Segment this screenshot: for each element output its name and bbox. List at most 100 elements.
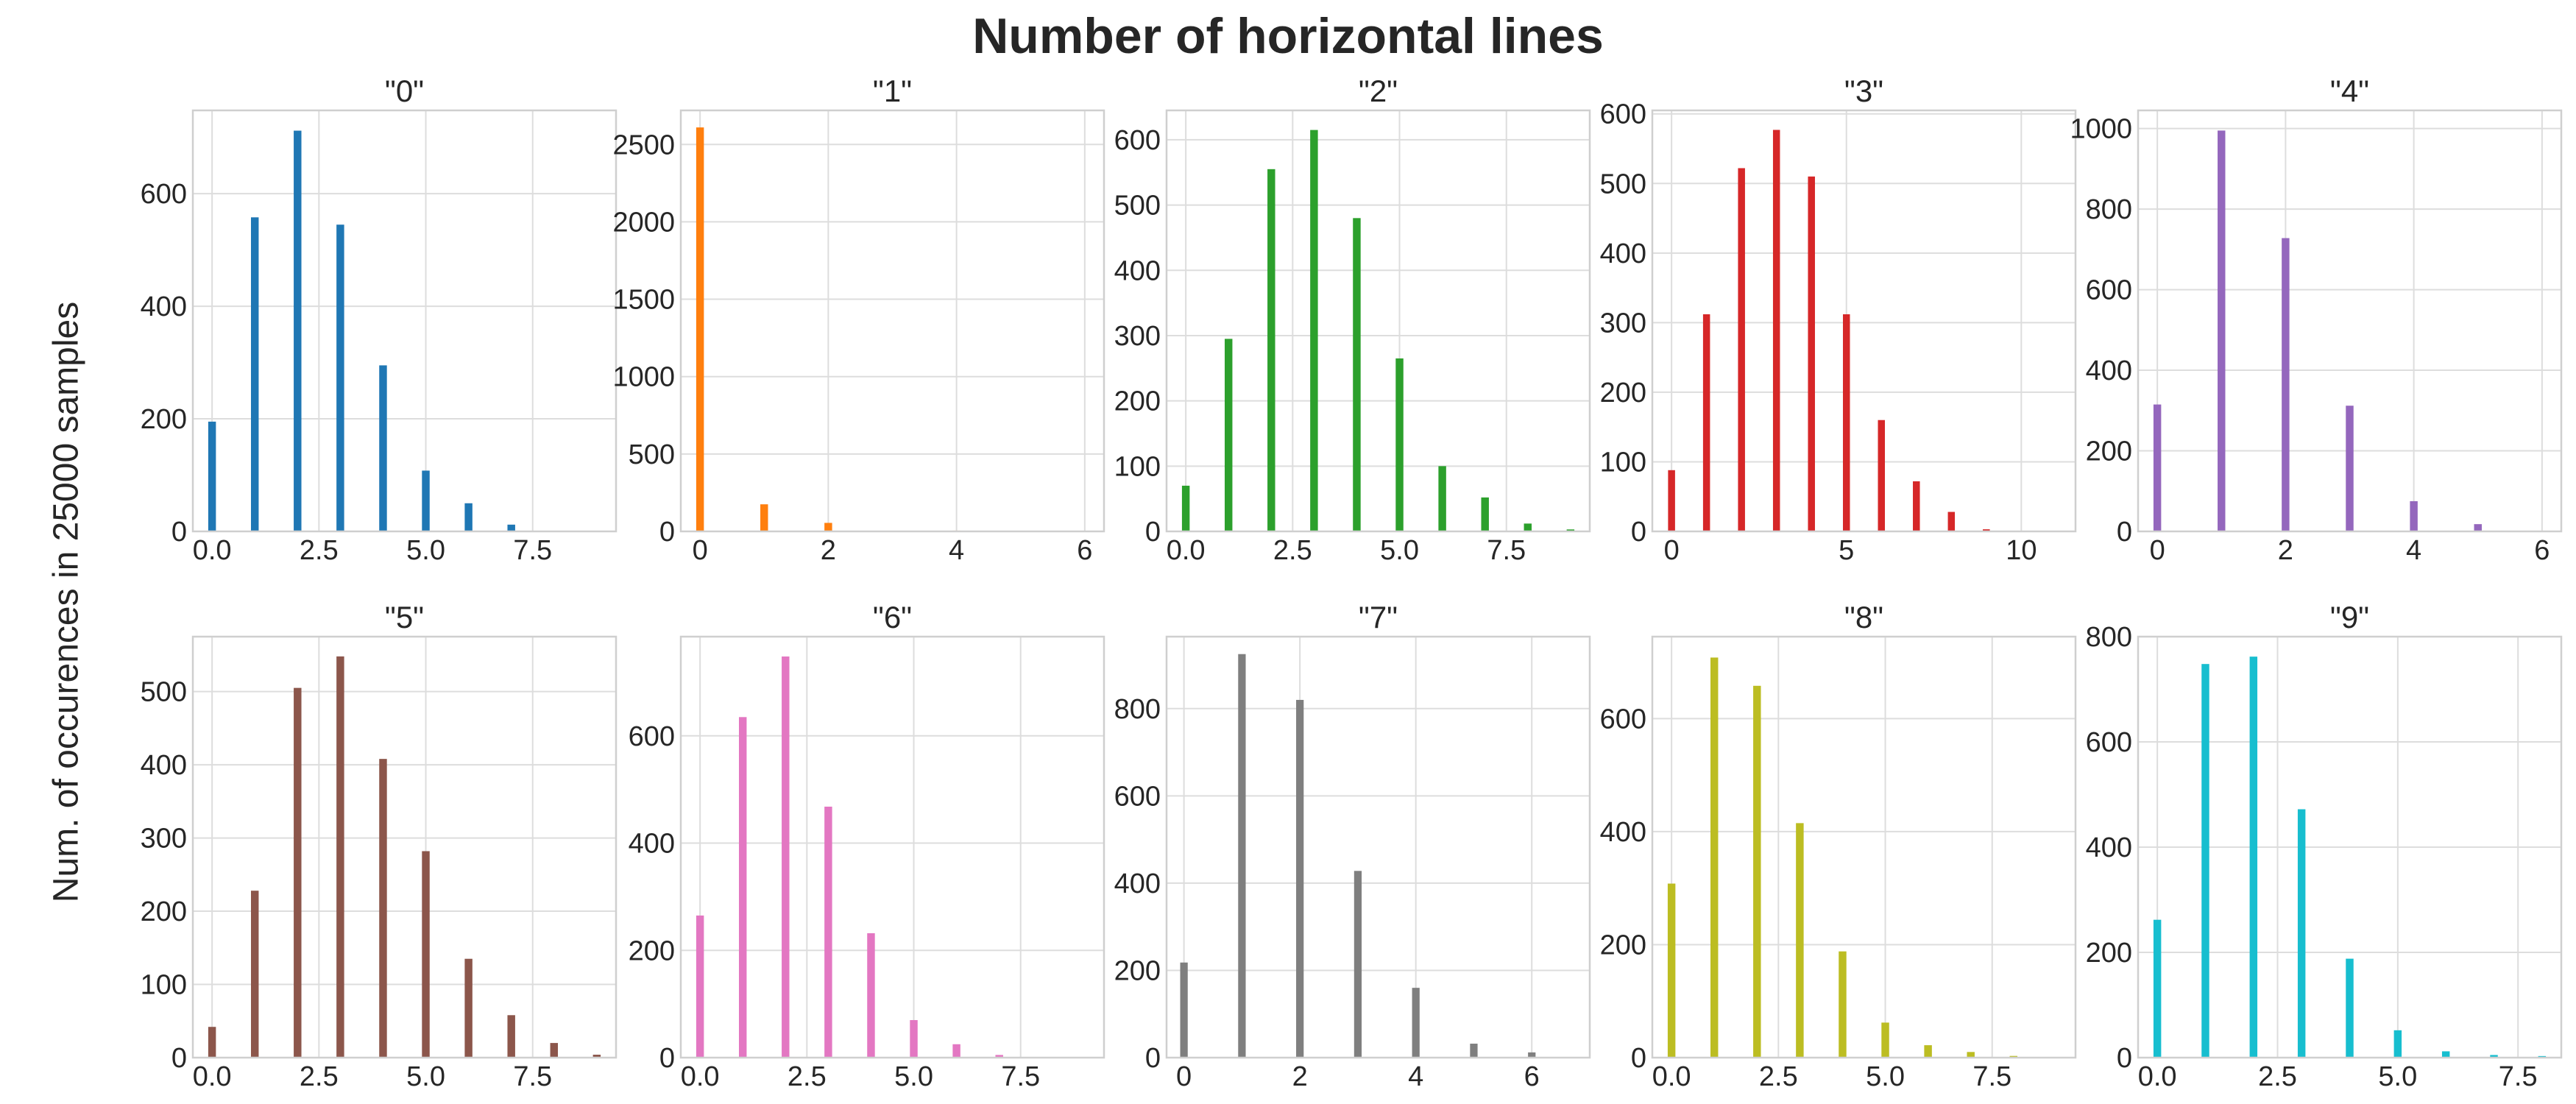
subplot-title: "6"	[873, 600, 912, 634]
subplot-digit-0: "0" 0 200 400 600 0.0 2.5 5.0 7.5	[141, 74, 618, 566]
bar	[910, 1019, 918, 1058]
bar	[952, 1044, 960, 1058]
bar	[1528, 1052, 1536, 1058]
x-tick-label: 0.0	[193, 535, 232, 566]
bar	[2490, 1055, 2498, 1058]
y-tick-label: 200	[2086, 938, 2132, 969]
subplot-title: "3"	[1844, 74, 1883, 108]
subplot-title: "1"	[873, 74, 912, 108]
y-tick-label: 600	[1600, 704, 1646, 735]
y-tick-label: 100	[1114, 451, 1161, 482]
y-tick-label: 1000	[2070, 114, 2132, 145]
bar	[1238, 654, 1246, 1058]
y-tick-label: 600	[2086, 727, 2132, 758]
y-tick-label: 2000	[612, 207, 675, 238]
bar	[2153, 919, 2162, 1058]
y-tick-label: 600	[1114, 781, 1161, 812]
x-tick-label: 0	[1176, 1061, 1192, 1092]
x-tick-label: 5.0	[1380, 535, 1419, 566]
y-tick-label: 600	[1600, 99, 1646, 130]
bar	[1267, 169, 1275, 531]
bar	[550, 1043, 559, 1058]
x-tick-label: 4	[1408, 1061, 1423, 1092]
x-tick-label: 0	[2150, 535, 2165, 566]
y-tick-label: 200	[1600, 930, 1646, 960]
bar	[1913, 481, 1920, 531]
subplot-digit-5: "5" 0 100 200 300 400 500 0.0 2.5 5.0 7.5	[141, 600, 618, 1092]
bar	[1983, 529, 1990, 531]
y-tick-label: 300	[1114, 321, 1161, 352]
x-tick-label: 2.5	[1273, 535, 1312, 566]
bar	[208, 421, 216, 531]
bar	[1702, 314, 1710, 531]
bar	[379, 759, 387, 1058]
bar	[1842, 314, 1850, 531]
bar	[2201, 664, 2209, 1058]
bar	[1438, 466, 1446, 531]
subplot-title: "9"	[2330, 600, 2369, 634]
y-tick-label: 800	[2086, 622, 2132, 653]
x-tick-label: 5	[1839, 535, 1854, 566]
x-tick-label: 7.5	[513, 535, 552, 566]
x-tick-label: 0	[693, 535, 708, 566]
y-tick-label: 300	[1600, 308, 1646, 339]
x-tick-label: 2.5	[300, 1061, 339, 1092]
y-tick-label: 400	[2086, 832, 2132, 863]
bar	[2474, 524, 2482, 531]
bar	[782, 656, 790, 1058]
bar	[250, 217, 259, 531]
x-tick-label: 5.0	[406, 1061, 445, 1092]
bar	[1710, 657, 1719, 1058]
y-tick-label: 200	[1114, 386, 1161, 417]
bar	[696, 915, 704, 1058]
x-tick-label: 5.0	[894, 1061, 933, 1092]
subplot-title: "5"	[385, 600, 424, 634]
axes-frame	[1651, 109, 2077, 533]
x-tick-label: 0.0	[1652, 1061, 1691, 1092]
x-tick-label: 4	[2406, 535, 2421, 566]
x-tick-label: 7.5	[1972, 1061, 2011, 1092]
x-tick-label: 7.5	[1487, 535, 1526, 566]
y-tick-label: 300	[141, 824, 187, 854]
y-tick-label: 100	[141, 970, 187, 1001]
subplot-digit-7: "7" 0 200 400 600 800 0 2 4 6	[1114, 600, 1591, 1092]
x-tick-label: 10	[2006, 535, 2037, 566]
subplot-digit-4: "4" 0 200 400 600 800 1000 0 2 4 6	[2070, 74, 2563, 566]
y-tick-label: 1000	[612, 362, 675, 393]
y-tick-label: 0	[2117, 517, 2132, 548]
y-tick-label: 2500	[612, 130, 675, 160]
bar	[2297, 809, 2306, 1058]
subplot-title: "4"	[2330, 74, 2369, 108]
subplot-digit-6: "6" 0 200 400 600 0.0 2.5 5.0 7.5	[629, 600, 1105, 1092]
x-tick-label: 6	[2534, 535, 2550, 566]
bar	[1181, 485, 1190, 531]
y-tick-label: 1500	[612, 285, 675, 316]
bar	[379, 365, 387, 531]
y-tick-label: 400	[629, 829, 675, 860]
bar	[1668, 470, 1675, 531]
bar	[507, 524, 515, 531]
y-tick-label: 400	[1114, 255, 1161, 286]
y-tick-label: 600	[629, 721, 675, 752]
bar	[824, 523, 832, 531]
x-tick-label: 2.5	[1759, 1061, 1798, 1092]
y-tick-label: 0	[1145, 517, 1161, 548]
subplot-title: "8"	[1844, 600, 1883, 634]
x-tick-label: 7.5	[513, 1061, 552, 1092]
subplot-digit-3: "3" 0 100 200 300 400 500 600 0 5 10	[1600, 74, 2077, 566]
y-tick-label: 800	[2086, 194, 2132, 225]
axes-frame	[1165, 109, 1591, 533]
axes-frame	[1651, 635, 2077, 1059]
subplot-title: "0"	[385, 74, 424, 108]
axes-frame	[191, 635, 618, 1059]
y-tick-label: 400	[1114, 868, 1161, 899]
y-tick-label: 400	[141, 291, 187, 322]
bar	[1310, 130, 1318, 532]
y-tick-label: 0	[1145, 1043, 1161, 1074]
bar	[422, 851, 430, 1058]
bar	[760, 504, 768, 531]
x-tick-label: 5.0	[406, 535, 445, 566]
axes-frame	[679, 635, 1105, 1059]
subplot-digit-9: "9" 0 200 400 600 800 0.0 2.5 5.0 7.5	[2086, 600, 2563, 1092]
axes-frame	[679, 109, 1105, 533]
